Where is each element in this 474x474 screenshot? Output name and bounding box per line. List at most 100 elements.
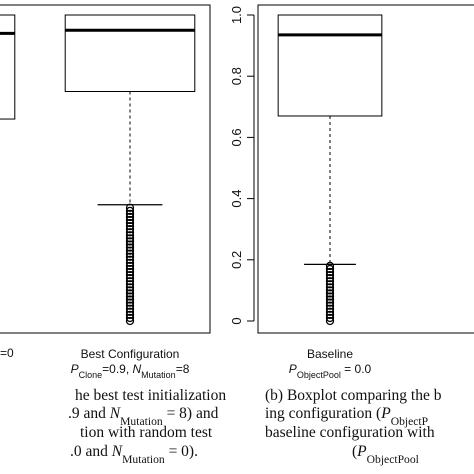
outlier [125,231,135,240]
plot-frame [257,4,474,334]
text-part: = 0.0 [341,362,372,376]
outlier [325,267,335,277]
outlier [125,289,135,298]
caption-line: tion with random test [80,424,213,441]
outlier [125,307,135,316]
outlier [325,310,335,320]
text-part: .9 and [68,405,110,422]
text-part: Mutation [122,453,165,466]
outlier [125,240,135,249]
outlier [125,292,135,301]
text-part: ing configuration ( [265,405,381,422]
box [64,14,196,92]
text-part: N [133,362,142,376]
y-tick-label: 0 [229,317,244,324]
outlier [125,286,135,295]
outlier [325,316,335,326]
text-part: N [109,405,122,422]
outlier [325,274,335,283]
y-tick-label: 1.0 [229,6,244,24]
outlier [125,206,135,215]
outlier [325,304,335,313]
outlier [125,295,135,304]
text-part: =8 [176,362,190,376]
outlier [125,304,135,313]
outlier [125,225,135,234]
outlier [125,280,135,289]
text-part: ( [352,443,357,460]
outlier [325,289,335,298]
outlier [125,228,135,237]
outlier [325,307,335,316]
outlier [125,243,135,252]
text-part: Mutation [141,370,176,380]
text-part: = 8) and [163,405,219,422]
outlier [125,234,135,243]
category-params: PClone=0.9, NMutation=8 [71,362,190,380]
outlier [125,310,135,320]
caption-line: .0 and NMutation = 0). [70,443,198,466]
outlier [125,203,135,212]
text-part: Mutation [120,415,163,428]
y-tick-label: 0.2 [229,251,244,269]
outlier [125,270,135,280]
caption-line: .9 and NMutation = 8) and [68,405,219,428]
text-part: baseline configuration with [265,424,435,441]
outlier [125,212,135,222]
outlier [125,277,135,286]
outlier [125,274,135,283]
y-tick-label: 0.4 [229,190,244,208]
outlier [325,286,335,295]
outlier [125,249,135,258]
outlier [125,283,135,292]
text-part: ObjectPool [297,370,341,380]
text-part: (b) Boxplot comparing the [265,387,434,404]
outlier [325,277,335,286]
outlier [125,209,135,219]
outlier [125,221,135,231]
box [0,14,16,120]
text-part: b [434,387,442,404]
box [277,14,383,117]
y-tick-label: 0.8 [229,67,244,85]
category-label: Baseline [307,347,353,361]
outlier [325,292,335,301]
text-part: ObjectP [391,415,428,428]
caption-line: he best test initialization [75,387,226,404]
outlier [325,283,335,292]
text-part: P [289,362,297,376]
outlier [125,237,135,246]
outlier [325,270,335,280]
outlier [325,313,335,323]
category-label: Best Configuration [81,347,180,361]
y-tick-label: 0.6 [229,128,244,146]
outlier [125,215,135,225]
outlier [125,218,135,228]
text-part: P [356,443,367,460]
text-part: =0.9, [102,362,132,376]
text-part: =0 [0,346,14,360]
outlier [125,258,135,268]
text-part: .0 and [70,443,112,460]
outlier [325,295,335,304]
text-part: he best test initialization [75,387,226,404]
category-params: PObjectPool = 0.0 [289,362,372,380]
outlier [125,246,135,255]
outlier [125,261,135,271]
outlier [325,264,335,274]
outlier [325,280,335,289]
outlier [125,316,135,326]
caption-line: baseline configuration with [265,424,435,441]
outlier [125,252,135,261]
outlier [125,301,135,310]
outlier [125,255,135,264]
text-part: N [111,443,124,460]
outlier [325,301,335,310]
category-params: =0 [0,346,14,360]
text-part: ObjectPool [367,453,419,466]
text-part: tion with random test [80,424,213,441]
text-part: Clone [79,370,103,380]
caption-line: (PObjectPool [352,443,419,466]
plot-frame [0,4,211,334]
